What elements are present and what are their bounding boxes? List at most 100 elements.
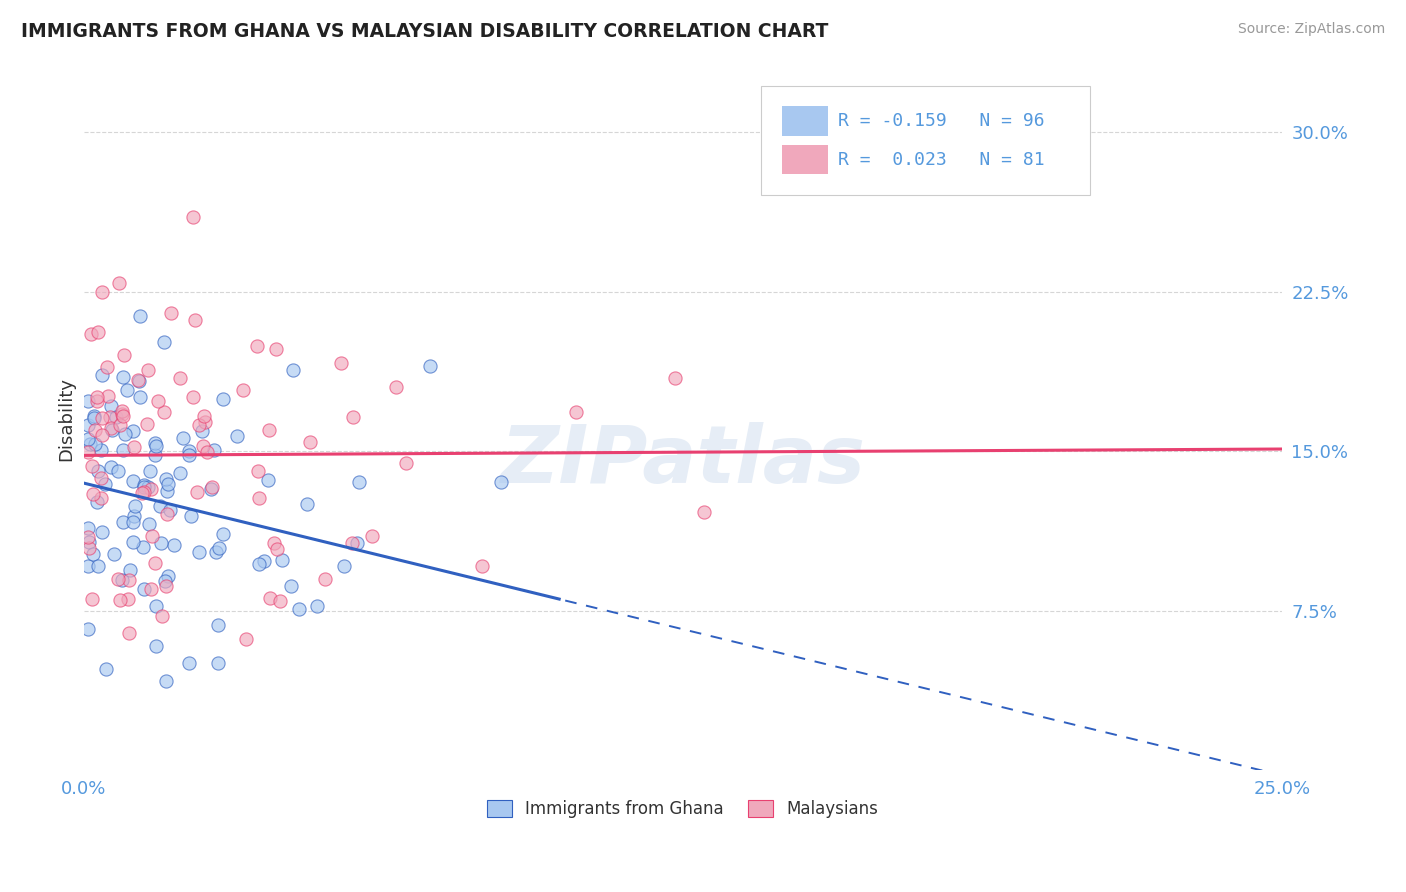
Point — [77, 393, 100, 408]
Point — [94, 477, 117, 491]
Y-axis label: Disability: Disability — [58, 377, 75, 461]
Point — [98, 410, 121, 425]
Point — [235, 632, 257, 646]
Point — [202, 442, 225, 457]
Point — [155, 472, 177, 486]
Point — [90, 443, 112, 458]
Point — [86, 390, 108, 404]
Point — [77, 535, 100, 549]
Point — [246, 339, 269, 353]
Point — [283, 363, 305, 377]
Point — [340, 535, 363, 549]
Point — [114, 426, 136, 441]
Point — [111, 407, 134, 421]
Point — [145, 639, 167, 653]
Point — [118, 626, 141, 640]
Point — [693, 505, 716, 519]
Point — [139, 482, 162, 496]
Point — [346, 536, 368, 550]
Point — [105, 409, 128, 424]
Point — [122, 535, 145, 549]
Point — [90, 368, 112, 383]
Point — [155, 673, 177, 688]
Point — [111, 573, 134, 587]
Point — [342, 410, 364, 425]
Point — [122, 516, 145, 530]
Point — [246, 464, 269, 478]
Point — [157, 569, 180, 583]
Point — [156, 483, 179, 498]
Point — [77, 432, 100, 446]
Point — [101, 423, 124, 437]
Point — [97, 389, 120, 403]
Point — [86, 495, 108, 509]
Point — [122, 425, 145, 439]
Point — [143, 435, 166, 450]
Point — [188, 544, 211, 558]
Point — [122, 509, 145, 524]
Point — [77, 559, 100, 574]
Point — [111, 442, 134, 457]
Point — [150, 536, 173, 550]
Point — [208, 541, 231, 556]
Text: IMMIGRANTS FROM GHANA VS MALAYSIAN DISABILITY CORRELATION CHART: IMMIGRANTS FROM GHANA VS MALAYSIAN DISAB… — [21, 22, 828, 41]
Point — [127, 373, 149, 387]
Point — [107, 464, 129, 478]
Point — [194, 415, 217, 429]
Point — [124, 499, 146, 513]
Point — [77, 622, 100, 636]
Point — [77, 530, 100, 544]
Point — [86, 394, 108, 409]
Point — [136, 480, 159, 494]
Point — [128, 374, 150, 388]
Point — [91, 285, 114, 300]
Point — [77, 541, 100, 555]
Text: ZIPatlas: ZIPatlas — [501, 422, 865, 500]
Point — [90, 470, 112, 484]
Point — [160, 305, 183, 319]
Point — [155, 579, 177, 593]
Point — [288, 602, 311, 616]
Point — [146, 394, 169, 409]
Text: R =  0.023   N = 81: R = 0.023 N = 81 — [838, 151, 1045, 169]
Point — [252, 554, 274, 568]
Point — [188, 418, 211, 433]
Point — [103, 547, 125, 561]
Point — [87, 559, 110, 574]
Point — [180, 509, 202, 524]
Point — [150, 608, 173, 623]
Point — [90, 428, 112, 442]
Point — [159, 503, 181, 517]
Point — [132, 541, 155, 555]
Point — [280, 579, 302, 593]
Point — [157, 477, 180, 491]
FancyBboxPatch shape — [782, 106, 828, 136]
Point — [295, 497, 318, 511]
Point — [259, 591, 281, 605]
Point — [212, 527, 235, 541]
Point — [87, 325, 110, 339]
Point — [177, 657, 200, 671]
Point — [110, 593, 132, 607]
Point — [299, 434, 322, 449]
Point — [80, 592, 103, 607]
Point — [77, 418, 100, 433]
Point — [94, 662, 117, 676]
Legend: Immigrants from Ghana, Malaysians: Immigrants from Ghana, Malaysians — [479, 793, 886, 825]
Point — [139, 582, 162, 597]
Point — [132, 478, 155, 492]
Point — [100, 421, 122, 435]
Point — [212, 392, 235, 406]
Point — [131, 485, 153, 500]
Point — [193, 409, 215, 423]
Point — [84, 436, 107, 450]
Point — [177, 443, 200, 458]
Point — [90, 411, 112, 425]
Point — [201, 480, 224, 494]
Point — [143, 449, 166, 463]
Point — [118, 563, 141, 577]
Point — [225, 429, 247, 443]
Point — [207, 617, 229, 632]
Point — [181, 211, 204, 225]
Point — [82, 547, 104, 561]
